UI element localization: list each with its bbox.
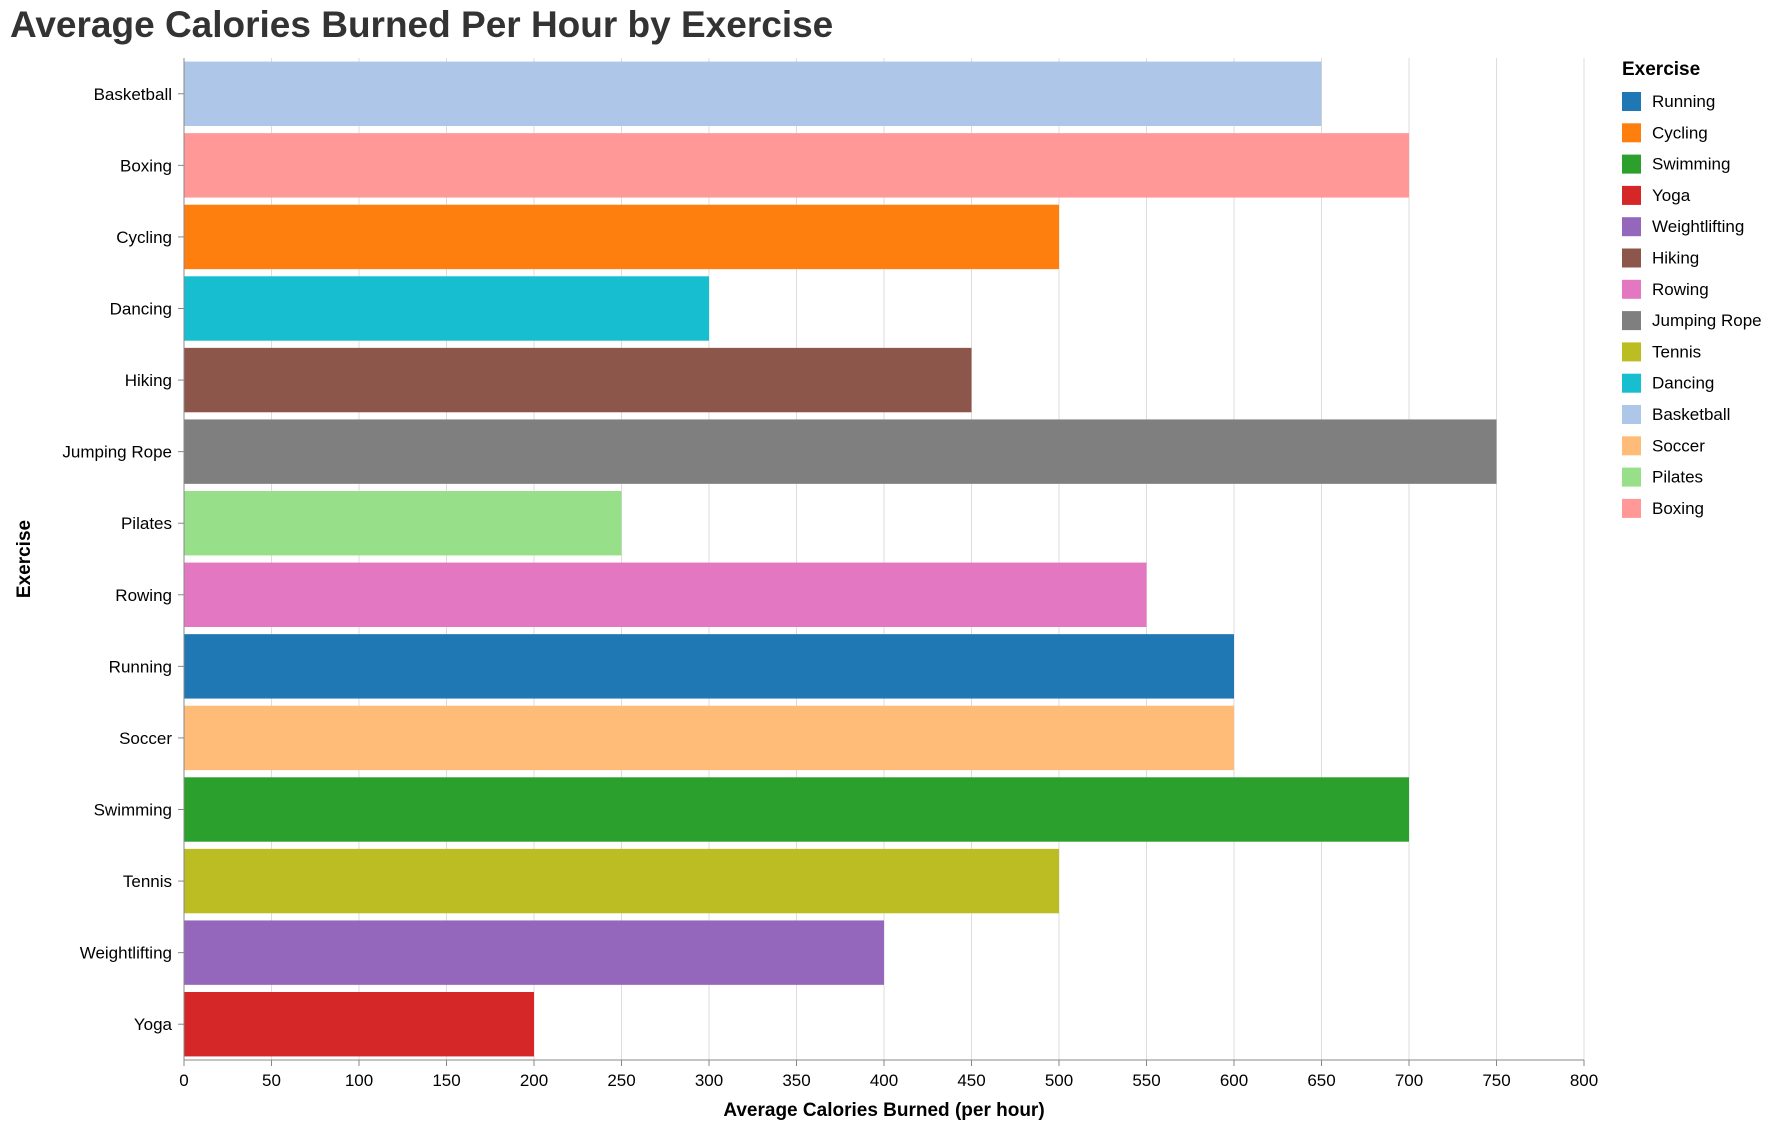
legend-swatch [1622, 467, 1641, 487]
y-tick-label: Swimming [94, 801, 172, 820]
bar-yoga [184, 992, 534, 1057]
x-tick-label: 650 [1307, 1071, 1335, 1090]
bar-basketball [184, 61, 1322, 126]
y-tick-label: Weightlifting [80, 944, 172, 963]
legend-label: Boxing [1652, 499, 1704, 518]
legend-label: Hiking [1652, 249, 1699, 268]
y-tick-label: Running [109, 657, 172, 676]
bar-hiking [184, 347, 972, 413]
y-tick-label: Dancing [110, 300, 172, 319]
y-tick-label: Jumping Rope [62, 443, 172, 462]
x-tick-label: 200 [520, 1071, 548, 1090]
legend-label: Pilates [1652, 468, 1703, 487]
bar-cycling [184, 204, 1059, 270]
legend-swatch [1622, 311, 1641, 331]
legend-title: Exercise [1622, 59, 1700, 80]
bar-weightlifting [184, 920, 884, 985]
axes: 0 50 100 150 200 250 300 350 400 450 500 550 600 650 7… [62, 58, 1598, 1090]
legend-label: Basketball [1652, 405, 1730, 424]
legend-swatch [1622, 498, 1641, 518]
chart-title: Average Calories Burned Per Hour by Exer… [10, 4, 834, 45]
x-tick-label: 150 [432, 1071, 460, 1090]
y-tick-label: Boxing [120, 156, 172, 175]
bar-soccer [184, 705, 1234, 771]
legend-label: Weightlifting [1652, 217, 1744, 236]
x-tick-label: 100 [345, 1071, 373, 1090]
x-tick-label: 450 [957, 1071, 985, 1090]
y-tick-label: Yoga [134, 1015, 173, 1034]
x-tick-label: 250 [607, 1071, 635, 1090]
x-tick-label: 550 [1132, 1071, 1160, 1090]
bars [184, 61, 1497, 1057]
x-tick-label: 700 [1395, 1071, 1423, 1090]
bar-dancing [184, 276, 709, 341]
legend-label: Running [1652, 92, 1715, 111]
legend-swatch [1622, 217, 1641, 237]
legend-label: Soccer [1652, 436, 1705, 455]
bar-pilates [184, 491, 622, 556]
legend-label: Yoga [1652, 186, 1691, 205]
x-tick-label: 350 [782, 1071, 810, 1090]
legend-label: Jumping Rope [1652, 311, 1762, 330]
x-tick-label: 500 [1045, 1071, 1073, 1090]
bar-tennis [184, 848, 1059, 914]
legend-swatch [1622, 436, 1641, 456]
y-tick-label: Basketball [94, 85, 172, 104]
legend-swatch [1622, 373, 1641, 393]
legend-label: Swimming [1652, 155, 1730, 174]
legend-swatch [1622, 123, 1641, 143]
x-tick-label: 400 [870, 1071, 898, 1090]
legend-label: Dancing [1652, 374, 1714, 393]
bar-swimming [184, 777, 1409, 842]
legend-swatch [1622, 92, 1641, 111]
legend-label: Tennis [1652, 342, 1701, 361]
legend-swatch [1622, 185, 1641, 205]
x-axis-title: Average Calories Burned (per hour) [723, 1100, 1044, 1121]
x-tick-label: 0 [179, 1071, 188, 1090]
x-tick-label: 600 [1220, 1071, 1248, 1090]
x-tick-label: 750 [1482, 1071, 1510, 1090]
legend-swatch [1622, 154, 1641, 174]
bar-boxing [184, 133, 1409, 198]
legend-swatch [1622, 279, 1641, 299]
y-tick-label: Tennis [123, 872, 172, 891]
y-tick-label: Soccer [119, 729, 172, 748]
y-tick-label: Rowing [115, 586, 172, 605]
x-tick-label: 800 [1570, 1071, 1598, 1090]
y-tick-label: Hiking [125, 371, 172, 390]
bar-jumping-rope [184, 419, 1497, 484]
x-tick-label: 300 [695, 1071, 723, 1090]
y-tick-label: Cycling [116, 228, 172, 247]
y-tick-label: Pilates [121, 514, 172, 533]
legend-label: Rowing [1652, 280, 1709, 299]
x-tick-label: 50 [262, 1071, 281, 1090]
bar-rowing [184, 562, 1147, 627]
y-axis-title: Exercise [14, 520, 35, 598]
legend-swatch [1622, 342, 1641, 362]
legend: Exercise Running Cycling Swimming Yoga Weigh… [1622, 59, 1762, 518]
legend-swatch [1622, 405, 1641, 424]
legend-label: Cycling [1652, 123, 1708, 142]
legend-swatch [1622, 248, 1641, 268]
bar-running [184, 634, 1234, 699]
